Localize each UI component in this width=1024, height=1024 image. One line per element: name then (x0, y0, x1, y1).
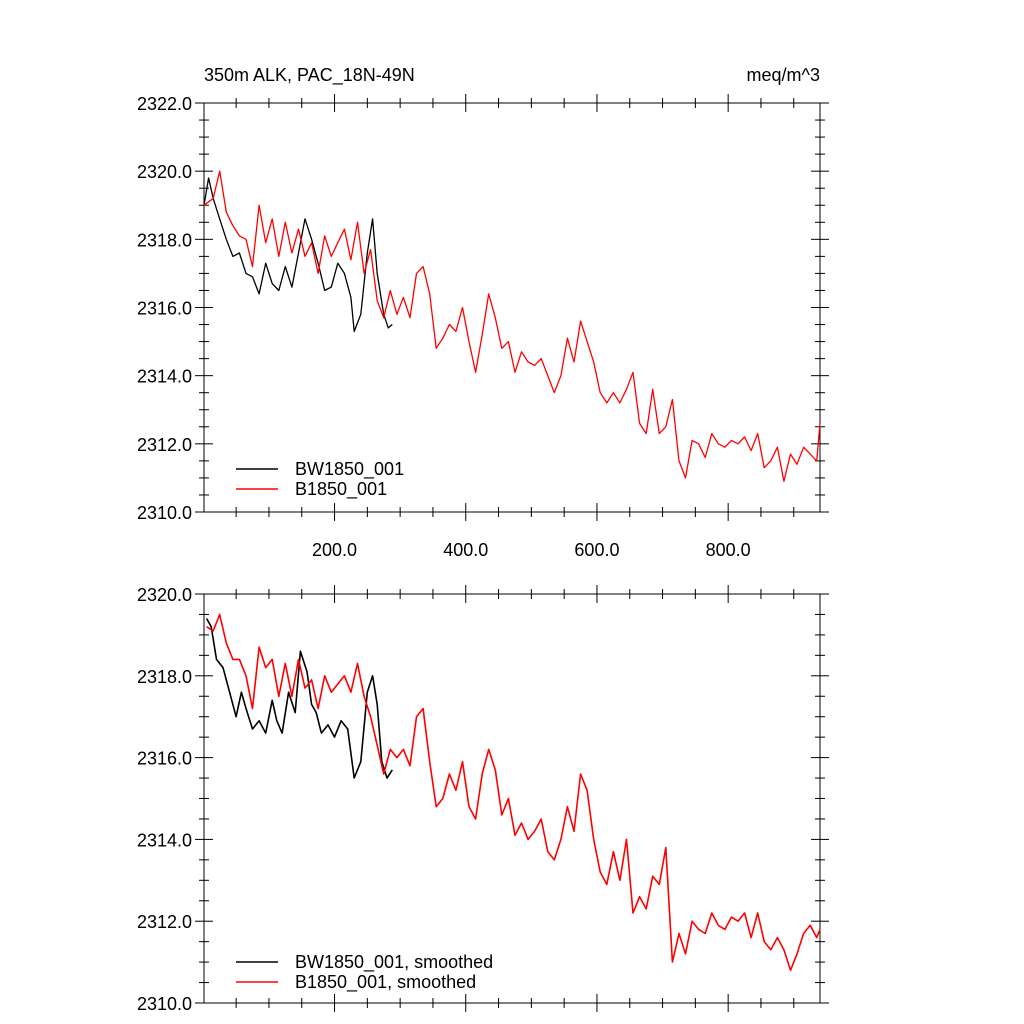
series-line-red (206, 613, 821, 972)
y-tick-label: 2314.0 (137, 367, 192, 387)
legend-label: BW1850_001, smoothed (295, 952, 493, 973)
series-line-black (205, 618, 393, 779)
plot-frame (203, 593, 821, 1004)
y-tick-label: 2310.0 (137, 503, 192, 523)
y-tick-label: 2312.0 (137, 912, 192, 932)
top-chart-units: meq/m^3 (747, 65, 820, 85)
x-tick-label: 800.0 (706, 540, 751, 560)
top-chart: 2310.0 2312.0 2314.0 2316.0 2318.0 2320.0 2322… (137, 94, 829, 560)
y-tick-label: 2318.0 (137, 667, 192, 687)
tick-marks (195, 585, 829, 1012)
legend-label: B1850_001 (295, 479, 387, 500)
y-tick-label: 2310.0 (137, 994, 192, 1014)
series-line-red (203, 170, 821, 482)
y-tick-label: 2316.0 (137, 299, 192, 319)
x-tick-label: 400.0 (443, 540, 488, 560)
legend-label: BW1850_001 (295, 459, 404, 480)
y-tick-label: 2320.0 (137, 162, 192, 182)
x-tick-label: 600.0 (574, 540, 619, 560)
tick-marks (195, 94, 829, 521)
top-chart-title: 350m ALK, PAC_18N-49N (204, 65, 415, 86)
bottom-chart: 2310.0 2312.0 2314.0 2316.0 2318.0 2320.0 BW18… (137, 585, 829, 1014)
y-tick-label: 2320.0 (137, 585, 192, 605)
plot-frame (203, 102, 821, 513)
legend-label: B1850_001, smoothed (295, 972, 476, 993)
y-tick-label: 2312.0 (137, 435, 192, 455)
x-tick-label: 200.0 (312, 540, 357, 560)
y-tick-label: 2318.0 (137, 230, 192, 250)
y-tick-label: 2322.0 (137, 94, 192, 114)
series-line-black (203, 177, 393, 333)
y-tick-label: 2316.0 (137, 749, 192, 769)
y-tick-label: 2314.0 (137, 830, 192, 850)
